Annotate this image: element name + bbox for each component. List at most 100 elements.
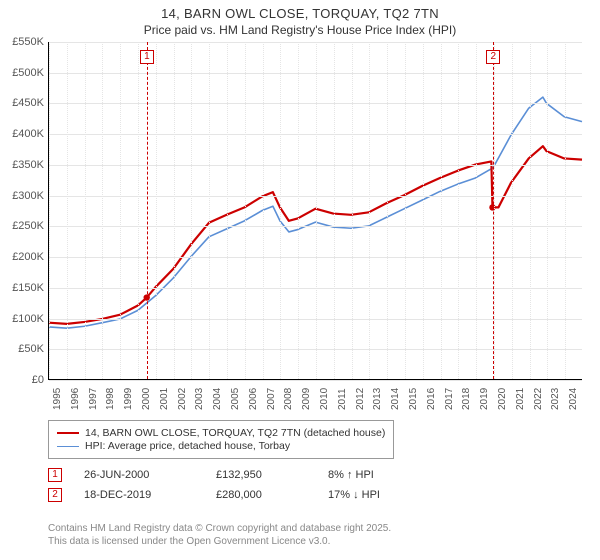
legend-label: HPI: Average price, detached house, Torb… <box>85 440 290 452</box>
x-axis-label: 2012 <box>355 388 366 410</box>
x-axis-label: 2016 <box>426 388 437 410</box>
title-subtitle: Price paid vs. HM Land Registry's House … <box>0 23 600 37</box>
x-axis-label: 1999 <box>123 388 134 410</box>
gridline-vertical <box>174 42 175 379</box>
y-axis-label: £350K <box>4 159 44 171</box>
transaction-hpi-delta: 17% ↓ HPI <box>328 489 448 501</box>
x-axis-label: 2002 <box>177 388 188 410</box>
gridline-vertical <box>85 42 86 379</box>
gridline-vertical <box>227 42 228 379</box>
title-address: 14, BARN OWL CLOSE, TORQUAY, TQ2 7TN <box>0 6 600 21</box>
gridline-vertical <box>49 42 50 379</box>
gridline-vertical <box>405 42 406 379</box>
x-axis-label: 2013 <box>372 388 383 410</box>
transaction-rows: 1 26-JUN-2000 £132,950 8% ↑ HPI 2 18-DEC-2019… <box>48 468 448 508</box>
y-axis-label: £450K <box>4 97 44 109</box>
x-axis-label: 2009 <box>301 388 312 410</box>
x-axis-label: 2018 <box>461 388 472 410</box>
x-axis-label: 2011 <box>337 388 348 410</box>
marker-vline <box>147 42 148 379</box>
y-axis-label: £0 <box>4 374 44 386</box>
x-axis-label: 2004 <box>212 388 223 410</box>
legend: 14, BARN OWL CLOSE, TORQUAY, TQ2 7TN (de… <box>48 420 394 459</box>
x-axis-label: 1995 <box>52 388 63 410</box>
gridline-vertical <box>352 42 353 379</box>
gridline-vertical <box>156 42 157 379</box>
transaction-price: £280,000 <box>216 489 306 501</box>
y-axis-label: £400K <box>4 128 44 140</box>
gridline-vertical <box>245 42 246 379</box>
x-axis-label: 2015 <box>408 388 419 410</box>
gridline-vertical <box>547 42 548 379</box>
y-axis-label: £150K <box>4 282 44 294</box>
x-axis-label: 1996 <box>70 388 81 410</box>
x-axis-label: 2019 <box>479 388 490 410</box>
attribution-line2: This data is licensed under the Open Gov… <box>48 535 391 548</box>
marker-box: 2 <box>486 50 500 64</box>
x-axis-label: 2023 <box>550 388 561 410</box>
gridline-vertical <box>369 42 370 379</box>
transaction-marker: 2 <box>48 488 62 502</box>
y-axis-label: £300K <box>4 190 44 202</box>
gridline-vertical <box>138 42 139 379</box>
legend-swatch <box>57 432 79 434</box>
attribution: Contains HM Land Registry data © Crown c… <box>48 522 391 548</box>
transaction-row: 2 18-DEC-2019 £280,000 17% ↓ HPI <box>48 488 448 502</box>
transaction-marker: 1 <box>48 468 62 482</box>
gridline-vertical <box>423 42 424 379</box>
gridline-vertical <box>458 42 459 379</box>
gridline-vertical <box>280 42 281 379</box>
gridline-horizontal <box>49 380 582 381</box>
x-axis-label: 2014 <box>390 388 401 410</box>
legend-row: 14, BARN OWL CLOSE, TORQUAY, TQ2 7TN (de… <box>57 427 385 439</box>
gridline-vertical <box>334 42 335 379</box>
y-axis-label: £100K <box>4 313 44 325</box>
x-axis-label: 2000 <box>141 388 152 410</box>
x-axis-label: 2007 <box>266 388 277 410</box>
transaction-row: 1 26-JUN-2000 £132,950 8% ↑ HPI <box>48 468 448 482</box>
gridline-vertical <box>263 42 264 379</box>
x-axis-label: 2006 <box>248 388 259 410</box>
x-axis-label: 2020 <box>497 388 508 410</box>
gridline-vertical <box>512 42 513 379</box>
x-axis-label: 2017 <box>444 388 455 410</box>
x-axis-label: 2003 <box>194 388 205 410</box>
gridline-vertical <box>316 42 317 379</box>
legend-swatch <box>57 446 79 447</box>
attribution-line1: Contains HM Land Registry data © Crown c… <box>48 522 391 535</box>
gridline-vertical <box>298 42 299 379</box>
y-axis-label: £550K <box>4 36 44 48</box>
transaction-price: £132,950 <box>216 469 306 481</box>
y-axis-label: £250K <box>4 220 44 232</box>
x-axis-label: 2021 <box>515 388 526 410</box>
transaction-hpi-delta: 8% ↑ HPI <box>328 469 448 481</box>
gridline-vertical <box>67 42 68 379</box>
chart-plot-area: 12 <box>48 42 582 380</box>
gridline-vertical <box>530 42 531 379</box>
x-axis-label: 2022 <box>533 388 544 410</box>
x-axis-label: 1998 <box>105 388 116 410</box>
transaction-date: 26-JUN-2000 <box>84 469 194 481</box>
legend-row: HPI: Average price, detached house, Torb… <box>57 440 385 452</box>
marker-box: 1 <box>140 50 154 64</box>
legend-label: 14, BARN OWL CLOSE, TORQUAY, TQ2 7TN (de… <box>85 427 385 439</box>
x-axis-label: 2008 <box>283 388 294 410</box>
y-axis-label: £500K <box>4 67 44 79</box>
gridline-vertical <box>476 42 477 379</box>
chart-title-block: 14, BARN OWL CLOSE, TORQUAY, TQ2 7TN Pri… <box>0 0 600 39</box>
gridline-vertical <box>102 42 103 379</box>
x-axis-label: 2010 <box>319 388 330 410</box>
gridline-vertical <box>191 42 192 379</box>
x-axis-label: 1997 <box>88 388 99 410</box>
gridline-vertical <box>209 42 210 379</box>
gridline-vertical <box>565 42 566 379</box>
x-axis-label: 2024 <box>568 388 579 410</box>
gridline-vertical <box>387 42 388 379</box>
gridline-vertical <box>441 42 442 379</box>
x-axis-label: 2005 <box>230 388 241 410</box>
marker-vline <box>493 42 494 379</box>
x-axis-label: 2001 <box>159 388 170 410</box>
y-axis-label: £50K <box>4 343 44 355</box>
y-axis-label: £200K <box>4 251 44 263</box>
transaction-date: 18-DEC-2019 <box>84 489 194 501</box>
